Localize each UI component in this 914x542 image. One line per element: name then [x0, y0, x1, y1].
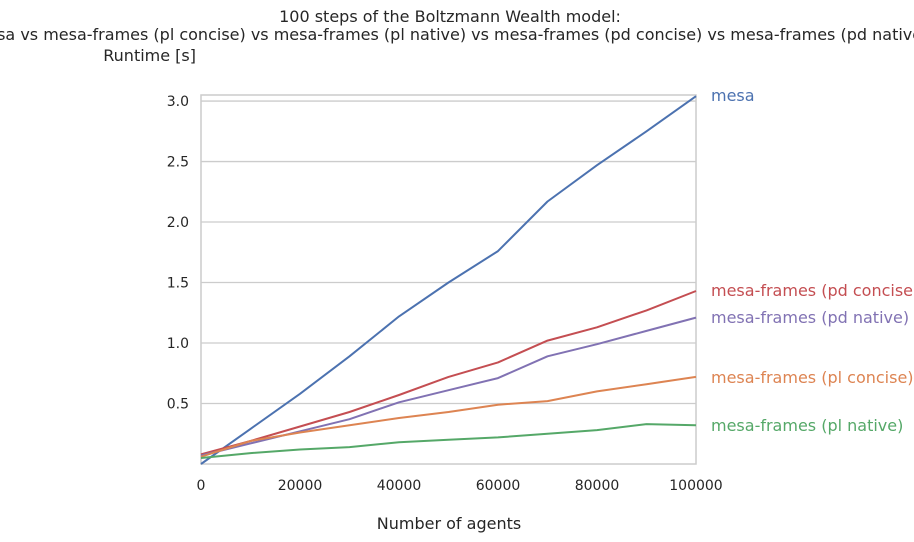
series-line — [200, 316, 697, 457]
x-tick-label: 60000 — [476, 478, 521, 494]
series-label: mesa-frames (pl concise) — [711, 368, 914, 387]
series-label: mesa — [711, 86, 755, 105]
x-tick-label: 100000 — [669, 478, 722, 494]
y-tick-label: 0.5 — [167, 397, 189, 413]
gridlines — [201, 100, 696, 405]
series-lines — [200, 95, 697, 465]
y-axis-ticks: 0.5 1.0 1.5 2.0 2.5 3.0 — [167, 94, 189, 412]
series-label: mesa-frames (pd concise) — [711, 281, 914, 300]
y-tick-label: 1.0 — [167, 336, 189, 352]
series-label: mesa-frames (pd native) — [711, 308, 909, 327]
series-line — [200, 95, 697, 465]
x-tick-label: 40000 — [377, 478, 422, 494]
x-tick-label: 80000 — [575, 478, 620, 494]
x-tick-label: 0 — [197, 478, 206, 494]
y-tick-label: 3.0 — [167, 94, 189, 110]
series-line — [200, 375, 697, 458]
y-tick-label: 1.5 — [167, 276, 189, 292]
x-axis-ticks: 0 20000 40000 60000 80000 100000 — [197, 478, 723, 494]
series-labels: mesa mesa-frames (pd concise) mesa-frames … — [711, 86, 914, 435]
chart-subtitle: mesa vs mesa-frames (pl concise) vs mesa… — [0, 25, 914, 44]
y-tick-label: 2.0 — [167, 215, 189, 231]
series-label: mesa-frames (pl native) — [711, 416, 903, 435]
chart-title: 100 steps of the Boltzmann Wealth model: — [279, 7, 621, 26]
y-axis-label: Runtime [s] — [103, 46, 196, 65]
series-line — [200, 423, 697, 459]
x-tick-label: 20000 — [278, 478, 323, 494]
x-axis-label: Number of agents — [377, 514, 521, 533]
y-tick-label: 2.5 — [167, 155, 189, 171]
series-line — [200, 290, 697, 456]
plot-area-frame — [200, 94, 697, 465]
